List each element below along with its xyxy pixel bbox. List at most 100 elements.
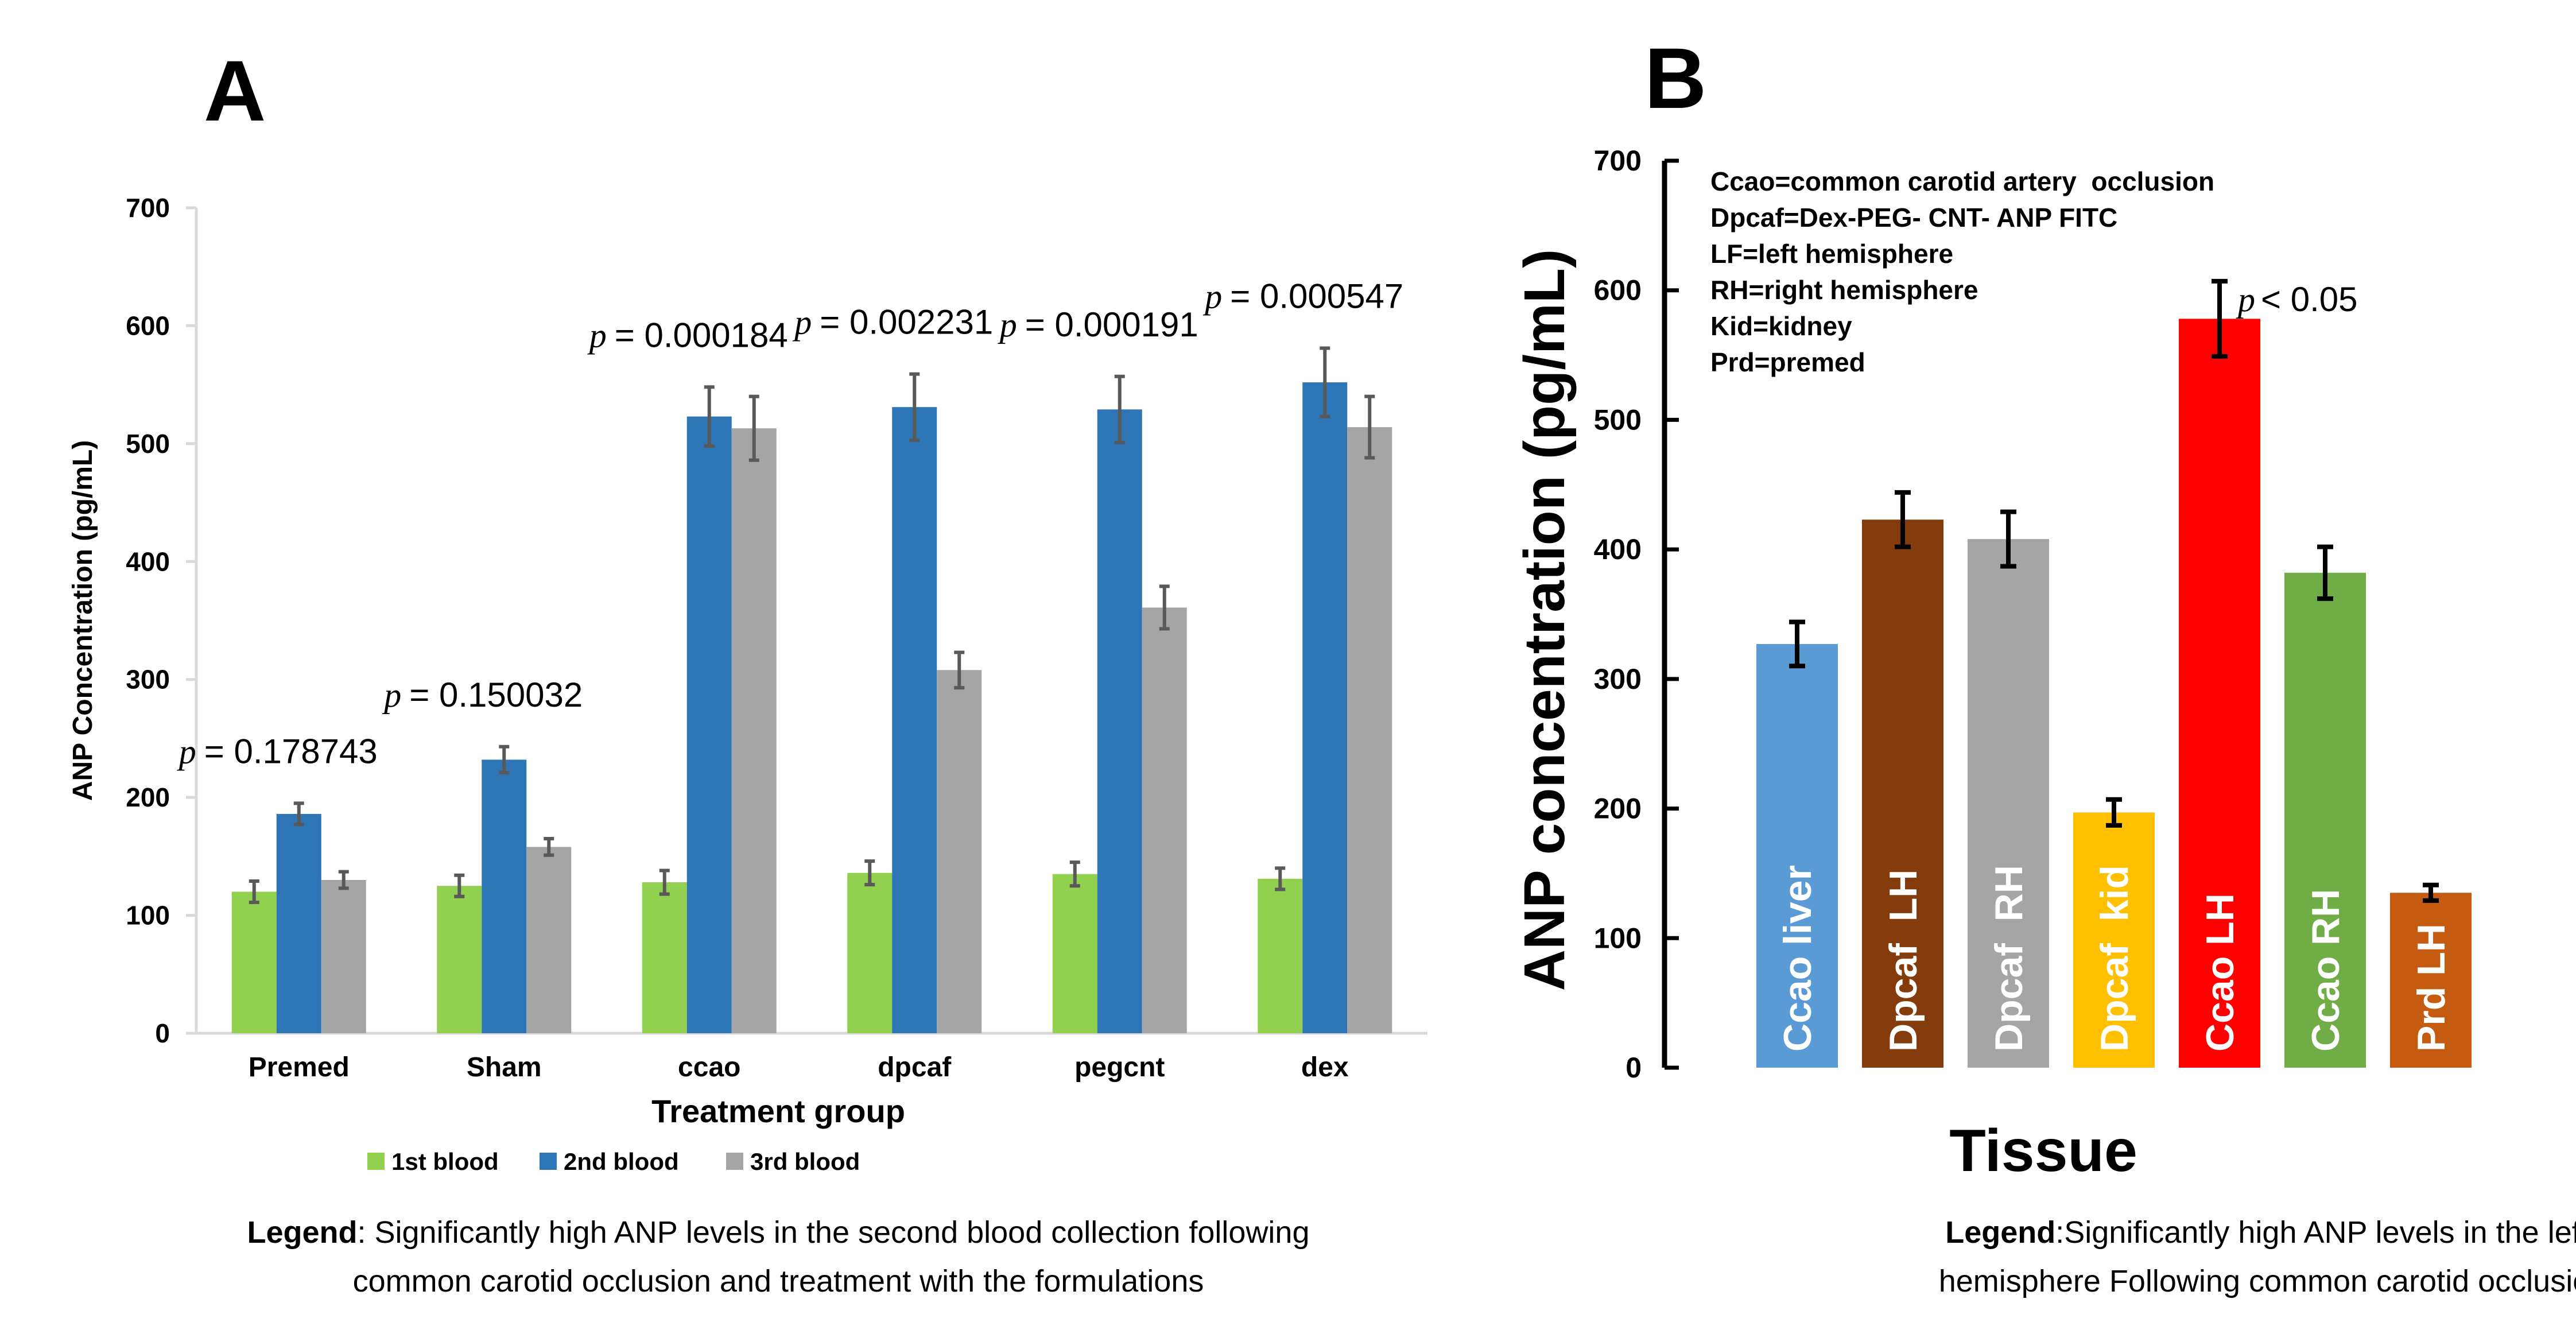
p-symbol: p: [587, 316, 607, 354]
bar-label: Dpcaf RH: [1987, 865, 2031, 1052]
panel-b-bars: [1756, 319, 2472, 1068]
p-value-annotation: p = 0.002231: [792, 303, 993, 342]
y-tick-label: 700: [1594, 145, 1642, 177]
p-symbol: p: [792, 304, 812, 342]
bar-label: Ccao liver: [1776, 865, 1820, 1052]
abbreviation-line: Ccao=common carotid artery occlusion: [1710, 166, 2214, 196]
p-value-annotation: p = 0.150032: [382, 676, 583, 714]
y-tick-label: 600: [126, 311, 170, 340]
bar-label: Ccao RH: [2304, 889, 2348, 1052]
panel-b-caption-line-1: Legend:Significantly high ANP levels in …: [1945, 1215, 2576, 1250]
bar-ccao-3: [731, 428, 777, 1034]
panel-b-p-symbol: p: [2236, 281, 2255, 319]
bar-Sham-3: [526, 847, 572, 1033]
legend-label: 2nd blood: [564, 1148, 679, 1175]
y-tick-label: 300: [1594, 663, 1642, 695]
p-symbol: p: [998, 306, 1017, 344]
y-tick-label: 300: [126, 665, 170, 695]
bar-Premed-3: [321, 879, 366, 1033]
abbreviation-line: LF=left hemisphere: [1710, 239, 1953, 269]
panel-a-caption-line-2: common carotid occlusion and treatment w…: [353, 1264, 1204, 1298]
legend-swatch: [367, 1153, 385, 1170]
panel-b-error-bars: [1789, 278, 2439, 903]
y-tick-label: 100: [1594, 922, 1642, 954]
abbreviation-line: Dpcaf=Dex-PEG- CNT- ANP FITC: [1710, 203, 2117, 232]
bar-Premed-2: [276, 813, 321, 1033]
x-tick-label: dpcaf: [878, 1052, 952, 1083]
bar-dex-1: [1258, 878, 1303, 1033]
panel-a-axes: [195, 208, 1427, 1035]
bar-pegcnt-1: [1052, 874, 1097, 1033]
bar-ccao-liver: [1756, 643, 1838, 1068]
panel-b-caption-line-2: hemisphere Following common carotid occl…: [1939, 1264, 2576, 1298]
panel-a-caption-bold: Legend: [247, 1215, 357, 1250]
bar-dpcaf-rh: [1968, 539, 2049, 1068]
bar-dex-3: [1347, 427, 1392, 1033]
panel-a-x-axis-title: Treatment group: [651, 1093, 905, 1129]
p-value-text: = 0.150032: [409, 676, 583, 714]
p-value-text: = 0.000191: [1025, 305, 1198, 344]
panel-b-label: B: [1644, 30, 1706, 126]
panel-a-chart: A 0 100 200 300 400 500 600 700 Premed Sham ccao d…: [68, 42, 1427, 1298]
panel-a-legend: 1st blood 2nd blood 3rd blood: [367, 1148, 860, 1175]
panel-b-y-ticks: 0 100 200 300 400 500 600 700: [1594, 145, 1679, 1084]
panel-a-error-bars: [249, 346, 1375, 904]
bar-dpcaf-1: [847, 873, 893, 1033]
panel-b-x-axis-title: Tissue: [1949, 1118, 2137, 1184]
p-value-text: = 0.178743: [204, 732, 378, 770]
panel-b-abbreviation-key: Ccao=common carotid artery occlusion Dpca…: [1710, 166, 2214, 377]
bar-label: Prd LH: [2410, 924, 2453, 1052]
p-value-annotation: p = 0.178743: [177, 732, 378, 770]
bar-ccao-2: [686, 416, 732, 1033]
p-symbol: p: [382, 676, 401, 714]
panel-a-caption-line-1: Legend: Significantly high ANP levels in…: [247, 1215, 1309, 1250]
abbreviation-line: Prd=premed: [1710, 347, 1865, 377]
y-tick-label: 400: [1594, 533, 1642, 565]
y-tick-label: 600: [1594, 274, 1642, 307]
bar-dpcaf-3: [937, 670, 982, 1033]
bar-Premed-1: [231, 891, 277, 1033]
p-symbol: p: [177, 732, 196, 770]
abbreviation-line: RH=right hemisphere: [1710, 275, 1978, 305]
bar-pegcnt-2: [1097, 409, 1142, 1033]
bar-label: Dpcaf kid: [2093, 865, 2136, 1052]
panel-a-caption-text: : Significantly high ANP levels in the s…: [358, 1215, 1310, 1250]
bar-dpcaf-kid: [2073, 812, 2155, 1068]
panel-b-bar-labels: Ccao liver Dpcaf LH Dpcaf RH Dpcaf kid Ccao …: [1776, 865, 2453, 1052]
x-tick-label: Premed: [249, 1052, 350, 1083]
bar-ccao-lh: [2179, 319, 2260, 1068]
panel-b-caption-text: :Significantly high ANP levels in the le…: [2055, 1215, 2576, 1250]
abbreviation-line: Kid=kidney: [1710, 311, 1852, 341]
panel-a-y-axis-title: ANP Concentration (pg/mL): [68, 440, 98, 801]
legend-label: 1st blood: [391, 1148, 499, 1175]
y-tick-label: 200: [1594, 793, 1642, 825]
bar-label: Dpcaf LH: [1881, 870, 1925, 1052]
bar-dex-2: [1302, 382, 1348, 1033]
y-tick-label: 100: [126, 901, 170, 930]
y-tick-label: 500: [1594, 404, 1642, 436]
panel-a-y-ticks: 0 100 200 300 400 500 600 700: [126, 193, 196, 1048]
bar-Sham-1: [437, 886, 482, 1033]
panel-b-y-axis-title: ANP concentration (pg/mL): [1512, 249, 1577, 991]
bar-Sham-2: [482, 759, 527, 1033]
panel-b-chart: B 0 100 200 300 400 500 600 700 Ccao liver Dpcaf…: [1512, 30, 2576, 1298]
bar-label: Ccao LH: [2198, 893, 2242, 1052]
legend-label: 3rd blood: [750, 1148, 860, 1175]
panel-b-p-value-text: < 0.05: [2261, 280, 2358, 319]
legend-swatch: [726, 1153, 743, 1170]
bar-prd-lh: [2390, 893, 2472, 1068]
p-value-annotation: p = 0.000191: [998, 305, 1198, 344]
y-tick-label: 200: [126, 782, 170, 812]
y-tick-label: 0: [1625, 1052, 1642, 1084]
legend-swatch: [540, 1153, 557, 1170]
panel-a-x-ticks: Premed Sham ccao dpcaf pegcnt dex: [249, 1052, 1349, 1083]
y-tick-label: 700: [126, 193, 170, 223]
y-tick-label: 0: [155, 1018, 170, 1048]
panel-b-caption-bold: Legend: [1945, 1215, 2055, 1250]
bar-ccao-rh: [2284, 572, 2366, 1068]
y-tick-label: 400: [126, 546, 170, 576]
bar-pegcnt-3: [1142, 607, 1187, 1033]
